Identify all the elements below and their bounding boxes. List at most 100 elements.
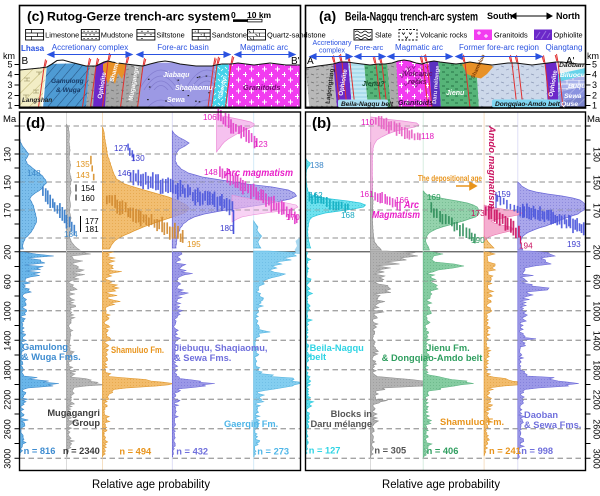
svg-text:n = 241: n = 241 — [489, 446, 521, 456]
svg-text:1400: 1400 — [592, 331, 600, 351]
svg-text:130: 130 — [131, 154, 145, 163]
svg-text:130: 130 — [592, 147, 600, 162]
svg-text:Beila-Nagqu belt: Beila-Nagqu belt — [341, 101, 394, 108]
svg-text:200: 200 — [592, 245, 600, 260]
svg-text:North: North — [556, 11, 580, 21]
svg-text:Fore-arc basin: Fore-arc basin — [157, 43, 209, 52]
svg-text:A': A' — [566, 56, 575, 67]
svg-text:169: 169 — [427, 193, 441, 202]
svg-text:& Wuga: & Wuga — [56, 87, 81, 94]
svg-text:Relative age probability: Relative age probability — [382, 477, 501, 491]
svg-text:2200: 2200 — [3, 390, 13, 410]
svg-text:Ma: Ma — [3, 114, 17, 125]
svg-text:Jiebuqu, Shaqiaomu,: Jiebuqu, Shaqiaomu, — [174, 343, 268, 353]
svg-text:5: 5 — [7, 60, 12, 70]
svg-text:184: 184 — [64, 230, 78, 239]
svg-text:10 km: 10 km — [247, 10, 272, 20]
svg-text:170: 170 — [592, 203, 600, 218]
svg-text:Jiabaqu: Jiabaqu — [163, 72, 190, 79]
svg-text:Granitoids: Granitoids — [243, 83, 281, 92]
svg-text:195: 195 — [187, 240, 201, 249]
svg-text:B: B — [22, 56, 29, 67]
svg-text:181: 181 — [85, 225, 99, 234]
svg-text:belt: belt — [310, 352, 327, 362]
svg-text:Shaqiaomu: Shaqiaomu — [175, 85, 213, 92]
svg-text:n = 273: n = 273 — [257, 447, 289, 457]
svg-text:110: 110 — [361, 118, 374, 127]
svg-text:n = 305: n = 305 — [374, 446, 406, 456]
svg-text:2600: 2600 — [592, 419, 600, 439]
svg-text:(a): (a) — [319, 8, 336, 24]
svg-text:South: South — [487, 11, 513, 21]
svg-text:The depositional age: The depositional age — [418, 174, 483, 183]
svg-text:3: 3 — [7, 80, 12, 90]
svg-text:& Dongqiao-Amdo belt: & Dongqiao-Amdo belt — [382, 353, 483, 363]
svg-text:168: 168 — [341, 211, 355, 220]
svg-text:Beila-Nagqu trench-arc system: Beila-Nagqu trench-arc system — [345, 10, 478, 24]
svg-text:1000: 1000 — [3, 301, 13, 321]
svg-text:Magmatism: Magmatism — [372, 209, 420, 221]
svg-text:2: 2 — [592, 91, 597, 101]
svg-text:n = 494: n = 494 — [119, 447, 152, 457]
svg-text:Granitoids: Granitoids — [398, 100, 433, 107]
svg-text:Rutog-Gerze trench-arc system: Rutog-Gerze trench-arc system — [47, 10, 230, 24]
svg-text:600: 600 — [592, 274, 600, 289]
svg-text:(c): (c) — [27, 8, 44, 24]
svg-text:5: 5 — [592, 60, 597, 70]
svg-text:1800: 1800 — [3, 360, 13, 380]
svg-text:n = 127: n = 127 — [309, 446, 341, 456]
svg-text:complex: complex — [319, 48, 346, 55]
svg-text:1400: 1400 — [3, 331, 13, 351]
svg-text:Langshan: Langshan — [22, 97, 52, 104]
svg-text:2200: 2200 — [592, 390, 600, 410]
svg-text:148: 148 — [27, 169, 41, 178]
svg-text:3000: 3000 — [3, 449, 13, 469]
svg-text:n = 816: n = 816 — [24, 446, 56, 456]
svg-text:150: 150 — [592, 175, 600, 190]
svg-text:4: 4 — [592, 70, 597, 80]
svg-text:193: 193 — [567, 240, 581, 249]
svg-text:150: 150 — [3, 175, 13, 190]
svg-text:190: 190 — [471, 236, 485, 245]
svg-text:rocks: rocks — [408, 79, 427, 86]
svg-text:0: 0 — [231, 10, 236, 20]
svg-text:Limestone: Limestone — [45, 31, 79, 40]
svg-text:Jienu: Jienu — [446, 90, 465, 97]
svg-text:Relative age probability: Relative age probability — [92, 477, 211, 491]
svg-text:Gamulong: Gamulong — [51, 78, 84, 85]
svg-text:n = 432: n = 432 — [176, 447, 208, 457]
svg-text:Gaerqin Fm.: Gaerqin Fm. — [224, 419, 278, 429]
svg-text:(b): (b) — [312, 115, 331, 132]
svg-text:Shamuluo Fm.: Shamuluo Fm. — [440, 417, 504, 427]
svg-text:600: 600 — [3, 274, 13, 289]
svg-text:B': B' — [291, 56, 300, 67]
svg-text:& Sewa Fms.: & Sewa Fms. — [174, 353, 231, 363]
svg-text:160: 160 — [81, 194, 95, 203]
svg-text:143: 143 — [76, 171, 90, 180]
svg-text:Qiangtang: Qiangtang — [546, 43, 583, 52]
svg-text:Blocks in: Blocks in — [331, 409, 373, 419]
svg-text:Magmatic arc: Magmatic arc — [240, 43, 288, 52]
svg-text:Accretionary complex: Accretionary complex — [52, 43, 128, 52]
svg-text:(d): (d) — [26, 115, 45, 132]
svg-text:n = 406: n = 406 — [427, 446, 459, 456]
svg-text:130: 130 — [3, 147, 13, 162]
svg-text:Mudstone: Mudstone — [101, 31, 133, 40]
svg-text:2600: 2600 — [3, 419, 13, 439]
svg-text:154: 154 — [81, 184, 95, 193]
svg-text:n = 998: n = 998 — [521, 446, 553, 456]
svg-text:Dongqiao-Amdo belt: Dongqiao-Amdo belt — [495, 101, 561, 108]
svg-text:Accretionary: Accretionary — [313, 40, 352, 47]
svg-text:Jienu?: Jienu? — [362, 81, 385, 88]
svg-text:Volcanic rocks: Volcanic rocks — [420, 31, 468, 40]
svg-text:Shamuluo Fm.: Shamuluo Fm. — [111, 345, 164, 355]
svg-text:1: 1 — [592, 101, 597, 111]
svg-text:Ophiolite: Ophiolite — [554, 31, 583, 40]
svg-text:Lhasa: Lhasa — [21, 44, 45, 53]
svg-text:Ma: Ma — [587, 114, 600, 125]
svg-text:Granitoids: Granitoids — [494, 31, 528, 40]
svg-text:3: 3 — [592, 80, 597, 90]
svg-text:173: 173 — [471, 209, 485, 218]
svg-text:Magmatic arc: Magmatic arc — [395, 43, 443, 52]
svg-text:Volcanic: Volcanic — [404, 71, 433, 78]
